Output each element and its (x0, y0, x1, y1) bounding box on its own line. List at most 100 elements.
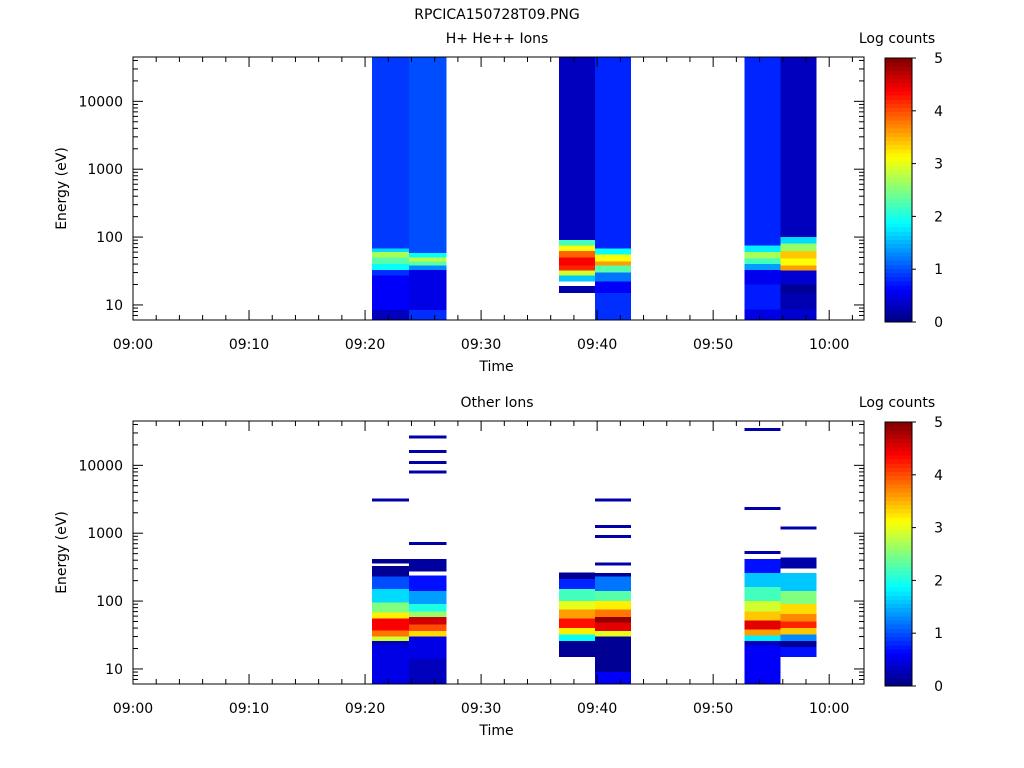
data-cell (594, 265, 631, 273)
x-tick-label: 09:30 (461, 701, 501, 717)
sparse-count-line (409, 450, 447, 453)
colorbar-step (885, 260, 912, 265)
colorbar-step (885, 305, 912, 311)
colorbar-step (885, 317, 912, 323)
colorbar-step (885, 264, 912, 269)
colorbar-step (885, 313, 912, 319)
data-cell (372, 618, 410, 631)
colorbar-tick-label: 0 (934, 315, 943, 331)
colorbar-step (885, 455, 912, 460)
colorbar-step (885, 483, 912, 489)
data-cell (780, 258, 817, 266)
data-cell (409, 631, 447, 637)
colorbar-step (885, 603, 912, 609)
colorbar-step (885, 297, 912, 302)
data-cell (409, 261, 447, 266)
colorbar-step (885, 516, 912, 522)
colorbar-step (885, 66, 912, 71)
colorbar-step (885, 529, 912, 534)
y-tick-label: 100 (96, 230, 123, 246)
data-cell (558, 628, 595, 635)
colorbar-step (885, 681, 912, 687)
x-tick-label: 09:40 (577, 337, 617, 353)
panel-other-ions: 09:00 09:10 09:20 09:30 09:40 09:50 10:00 Time 1… (54, 395, 943, 739)
data-cell (558, 609, 595, 619)
colorbar-step (885, 653, 912, 658)
data-cell (594, 248, 631, 255)
data-cell (744, 640, 781, 646)
data-cell (558, 579, 595, 590)
data-cell (744, 587, 781, 602)
data-cell (594, 57, 631, 249)
colorbar-step (885, 463, 912, 468)
y-tick-label: 10000 (78, 458, 123, 474)
colorbar-step (885, 70, 912, 76)
colorbar-step (885, 549, 912, 555)
data-cell (558, 618, 595, 629)
data-cell (780, 628, 817, 635)
colorbar-label: Log counts (859, 395, 935, 411)
colorbar-step (885, 251, 912, 257)
colorbar-step (885, 512, 912, 518)
colorbar-step (885, 198, 912, 203)
colorbar-step (885, 475, 912, 481)
colorbar-step (885, 545, 912, 551)
colorbar-step (885, 611, 912, 617)
colorbar-step (885, 533, 912, 539)
data-cell (744, 252, 781, 259)
colorbar-step (885, 599, 912, 605)
data-cell (372, 57, 410, 249)
colorbar-step (885, 479, 912, 485)
data-cell (594, 631, 631, 637)
sparse-count-line (780, 526, 817, 530)
colorbar-step (885, 206, 912, 212)
colorbar-step (885, 173, 912, 179)
colorbar-step (885, 165, 912, 170)
colorbar-step (885, 115, 912, 121)
data-cell (744, 269, 781, 285)
colorbar-step (885, 558, 912, 563)
data-cell (594, 261, 631, 266)
data-cell (372, 252, 410, 258)
colorbar-step (885, 218, 912, 224)
x-tick-label: 10:00 (809, 337, 849, 353)
colorbar-step (885, 111, 912, 117)
data-column (744, 558, 781, 684)
colorbar-step (885, 644, 912, 650)
data-cell (780, 270, 817, 285)
data-cell (372, 565, 410, 577)
data-cell (372, 558, 410, 564)
data-cell (409, 558, 447, 572)
figure-title: RPCICA150728T09.PNG (414, 7, 579, 23)
data-cell (744, 245, 781, 253)
data-gap (372, 563, 410, 566)
colorbar-step (885, 86, 912, 92)
sparse-count-line (594, 534, 631, 538)
data-cell (780, 604, 817, 614)
data-cell (780, 284, 817, 293)
data-cell (594, 272, 631, 282)
data-cell (372, 640, 410, 646)
data-cell (409, 253, 447, 258)
colorbar-step (885, 235, 912, 241)
data-cell (744, 264, 781, 270)
colorbar-label: Log counts (859, 31, 935, 47)
colorbar-tick-label: 3 (934, 521, 943, 537)
data-cell (409, 617, 447, 625)
x-tick-label: 09:10 (229, 337, 269, 353)
plot-area (133, 421, 864, 684)
data-cell (594, 622, 631, 632)
x-tick-label: 09:20 (345, 701, 385, 717)
colorbar-step (885, 95, 912, 100)
data-cell (594, 609, 631, 618)
colorbar-step (885, 467, 912, 473)
colorbar-step (885, 496, 912, 501)
data-cell (409, 659, 447, 684)
data-gap (780, 568, 817, 573)
colorbar-step (885, 640, 912, 646)
sparse-count-line (409, 470, 447, 474)
data-column (409, 558, 447, 684)
colorbar-step (885, 132, 912, 137)
data-cell (558, 257, 595, 266)
